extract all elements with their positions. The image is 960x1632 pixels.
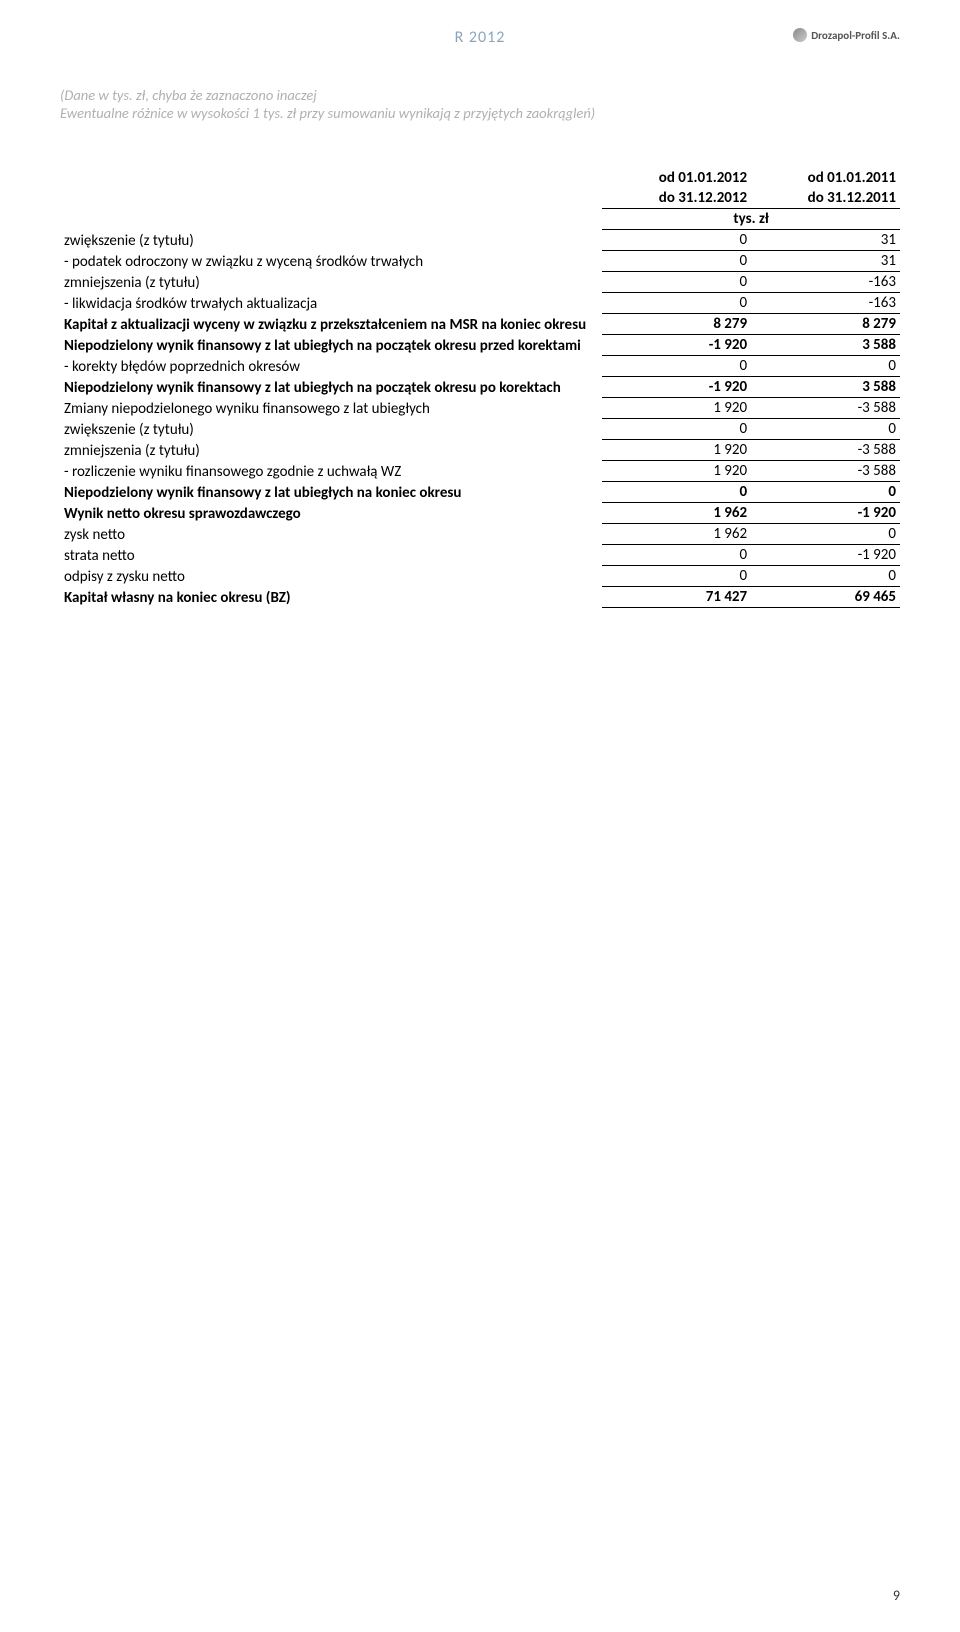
table-row: Kapitał z aktualizacji wyceny w związku … <box>60 314 900 335</box>
row-value: 0 <box>751 566 900 587</box>
row-value: 69 465 <box>751 587 900 608</box>
row-label: - korekty błędów poprzednich okresów <box>60 356 602 377</box>
table-row: Zmiany niepodzielonego wyniku finansoweg… <box>60 398 900 419</box>
logo-icon <box>793 28 807 42</box>
table-row: Niepodzielony wynik finansowy z lat ubie… <box>60 335 900 356</box>
row-value: -3 588 <box>751 440 900 461</box>
header-note-line1: (Dane w tys. zł, chyba że zaznaczono ina… <box>60 86 900 104</box>
row-value: 31 <box>751 230 900 251</box>
page-number: 9 <box>893 1587 900 1604</box>
row-value: 0 <box>602 293 751 314</box>
col1-header-line1: od 01.01.2012 <box>602 168 751 188</box>
col2-header-line2: do 31.12.2011 <box>751 188 900 209</box>
row-value: 3 588 <box>751 377 900 398</box>
row-value: 0 <box>602 566 751 587</box>
row-label: Kapitał własny na koniec okresu (BZ) <box>60 587 602 608</box>
row-value: 0 <box>602 419 751 440</box>
row-label: Niepodzielony wynik finansowy z lat ubie… <box>60 482 602 503</box>
row-value: -1 920 <box>602 335 751 356</box>
row-label: Wynik netto okresu sprawozdawczego <box>60 503 602 524</box>
table-row: zwiększenie (z tytułu) 0 0 <box>60 419 900 440</box>
row-value: -1 920 <box>751 503 900 524</box>
table-row: - rozliczenie wyniku finansowego zgodnie… <box>60 461 900 482</box>
row-label: - likwidacja środków trwałych aktualizac… <box>60 293 602 314</box>
table-row: - podatek odroczony w związku z wyceną ś… <box>60 251 900 272</box>
row-value: 0 <box>602 272 751 293</box>
header-note-line2: Ewentualne różnice w wysokości 1 tys. zł… <box>60 104 900 122</box>
row-value: 3 588 <box>751 335 900 356</box>
table-row: zwiększenie (z tytułu) 0 31 <box>60 230 900 251</box>
row-label: Kapitał z aktualizacji wyceny w związku … <box>60 314 602 335</box>
row-value: 0 <box>602 230 751 251</box>
row-label: Niepodzielony wynik finansowy z lat ubie… <box>60 335 602 356</box>
row-label: zwiększenie (z tytułu) <box>60 419 602 440</box>
col1-header-line2: do 31.12.2012 <box>602 188 751 209</box>
row-value: -163 <box>751 293 900 314</box>
row-value: 1 920 <box>602 461 751 482</box>
row-value: 0 <box>602 482 751 503</box>
table-row: strata netto 0 -1 920 <box>60 545 900 566</box>
row-value: 0 <box>751 419 900 440</box>
row-value: 0 <box>751 524 900 545</box>
table-row: - korekty błędów poprzednich okresów 0 0 <box>60 356 900 377</box>
row-label: zysk netto <box>60 524 602 545</box>
row-label: Zmiany niepodzielonego wyniku finansoweg… <box>60 398 602 419</box>
row-label: Niepodzielony wynik finansowy z lat ubie… <box>60 377 602 398</box>
row-value: 0 <box>602 251 751 272</box>
header-note: (Dane w tys. zł, chyba że zaznaczono ina… <box>60 86 900 122</box>
table-row: Wynik netto okresu sprawozdawczego 1 962… <box>60 503 900 524</box>
row-label: - rozliczenie wyniku finansowego zgodnie… <box>60 461 602 482</box>
table-row: - likwidacja środków trwałych aktualizac… <box>60 293 900 314</box>
row-value: -3 588 <box>751 398 900 419</box>
logo-text: Drozapol-Profil S.A. <box>811 29 900 42</box>
row-value: 1 962 <box>602 503 751 524</box>
row-value: -1 920 <box>602 377 751 398</box>
table-row: Niepodzielony wynik finansowy z lat ubie… <box>60 377 900 398</box>
row-value: 8 279 <box>602 314 751 335</box>
unit-label: tys. zł <box>602 209 900 230</box>
table-row: zysk netto 1 962 0 <box>60 524 900 545</box>
financial-table: od 01.01.2012 od 01.01.2011 do 31.12.201… <box>60 168 900 608</box>
row-value: 0 <box>602 545 751 566</box>
row-value: 31 <box>751 251 900 272</box>
report-label: R 2012 <box>455 28 506 47</box>
table-row: odpisy z zysku netto 0 0 <box>60 566 900 587</box>
table-row: zmniejszenia (z tytułu) 1 920 -3 588 <box>60 440 900 461</box>
row-label: zmniejszenia (z tytułu) <box>60 440 602 461</box>
row-label: strata netto <box>60 545 602 566</box>
row-value: 1 920 <box>602 440 751 461</box>
table-row: Kapitał własny na koniec okresu (BZ) 71 … <box>60 587 900 608</box>
row-value: 71 427 <box>602 587 751 608</box>
row-value: 0 <box>751 356 900 377</box>
row-label: odpisy z zysku netto <box>60 566 602 587</box>
row-value: 0 <box>751 482 900 503</box>
col2-header-line1: od 01.01.2011 <box>751 168 900 188</box>
company-logo: Drozapol-Profil S.A. <box>793 28 900 42</box>
table-row: zmniejszenia (z tytułu) 0 -163 <box>60 272 900 293</box>
row-label: zwiększenie (z tytułu) <box>60 230 602 251</box>
row-label: - podatek odroczony w związku z wyceną ś… <box>60 251 602 272</box>
row-value: -163 <box>751 272 900 293</box>
row-value: -1 920 <box>751 545 900 566</box>
row-label: zmniejszenia (z tytułu) <box>60 272 602 293</box>
row-value: 0 <box>602 356 751 377</box>
row-value: -3 588 <box>751 461 900 482</box>
table-row: Niepodzielony wynik finansowy z lat ubie… <box>60 482 900 503</box>
row-value: 1 920 <box>602 398 751 419</box>
row-value: 8 279 <box>751 314 900 335</box>
row-value: 1 962 <box>602 524 751 545</box>
